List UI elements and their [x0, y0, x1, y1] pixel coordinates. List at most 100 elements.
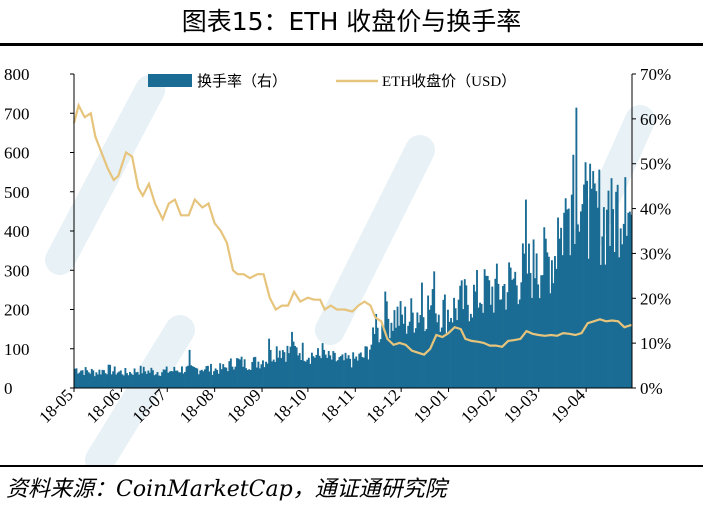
turnover-bar	[115, 374, 118, 388]
turnover-bar	[384, 291, 387, 388]
turnover-bar	[454, 308, 457, 388]
right-tick-label: 10%	[640, 334, 671, 353]
turnover-bar	[333, 352, 336, 388]
turnover-bar	[424, 331, 426, 388]
turnover-bar	[378, 342, 381, 388]
turnover-bar	[566, 209, 569, 388]
turnover-bar	[375, 313, 378, 388]
turnover-bar	[401, 314, 404, 388]
turnover-bar	[80, 370, 82, 388]
turnover-bar	[628, 211, 631, 388]
turnover-bar	[564, 198, 567, 388]
turnover-bar	[121, 374, 124, 388]
turnover-bar	[107, 364, 110, 388]
turnover-bar	[610, 178, 613, 388]
source-note: 资料来源：CoinMarketCap，通证通研究院	[6, 477, 447, 502]
turnover-bar	[330, 359, 333, 388]
turnover-bar	[298, 353, 301, 388]
turnover-bar	[162, 369, 165, 388]
turnover-bar	[346, 358, 348, 388]
turnover-bar	[145, 373, 148, 388]
x-tick-label: 18-09	[223, 385, 264, 426]
turnover-bar	[272, 359, 275, 388]
turnover-bar	[321, 343, 324, 388]
turnover-bar	[598, 169, 601, 388]
turnover-bar	[106, 374, 108, 388]
turnover-bar	[213, 371, 215, 388]
turnover-bar	[580, 211, 582, 388]
turnover-bar	[382, 330, 385, 388]
turnover-bar	[572, 154, 575, 388]
turnover-bar	[520, 282, 523, 388]
turnover-bar	[612, 209, 615, 388]
turnover-bar	[576, 224, 579, 388]
turnover-bar	[229, 358, 232, 388]
turnover-bar	[173, 366, 176, 388]
turnover-bar	[307, 357, 310, 388]
turnover-bar	[518, 299, 521, 388]
turnover-bar	[177, 372, 180, 388]
turnover-bar	[558, 238, 561, 388]
turnover-bar	[592, 171, 595, 388]
turnover-bar	[176, 370, 179, 388]
turnover-bar	[288, 353, 290, 388]
turnover-bar	[148, 372, 151, 388]
turnover-bar	[310, 352, 313, 388]
turnover-bar	[323, 349, 326, 388]
turnover-bar	[275, 346, 278, 388]
turnover-bar	[615, 191, 618, 388]
turnover-bar	[491, 286, 494, 388]
x-tick-label: 19-03	[500, 385, 541, 426]
turnover-bar	[544, 238, 547, 388]
turnover-bar	[168, 371, 171, 388]
turnover-bar	[191, 366, 194, 388]
turnover-bar	[437, 314, 440, 388]
turnover-bar	[353, 358, 356, 388]
turnover-bar	[291, 331, 293, 388]
turnover-bar	[350, 367, 353, 388]
turnover-bar	[388, 338, 391, 388]
turnover-bar	[595, 191, 598, 388]
eth-price-line	[72, 102, 632, 356]
turnover-bar	[329, 355, 332, 388]
turnover-bar	[535, 253, 538, 388]
turnover-bar	[142, 366, 145, 388]
turnover-bar	[208, 371, 211, 388]
turnover-bar	[471, 317, 474, 388]
turnover-bar	[110, 374, 113, 388]
turnover-bar	[479, 302, 481, 388]
turnover-bar	[300, 360, 303, 388]
turnover-bar	[468, 321, 471, 388]
turnover-bar	[185, 366, 188, 388]
turnover-bar	[482, 312, 485, 388]
turnover-bar	[499, 299, 501, 388]
right-tick-label: 0%	[640, 379, 663, 398]
watermark-stroke	[85, 315, 195, 465]
turnover-bar	[523, 253, 526, 388]
turnover-bar	[604, 264, 607, 388]
turnover-bar	[220, 369, 223, 388]
turnover-bar	[249, 370, 252, 388]
left-tick-label: 400	[4, 222, 30, 241]
watermark-stroke	[315, 135, 435, 345]
turnover-bar	[179, 372, 182, 388]
turnover-bar	[99, 374, 102, 388]
turnover-bar	[356, 360, 359, 388]
turnover-bar	[396, 306, 399, 388]
turnover-bar	[246, 370, 249, 388]
turnover-bar	[473, 284, 475, 388]
turnover-bar	[554, 256, 556, 388]
turnover-bar	[219, 363, 222, 388]
turnover-bar	[95, 372, 98, 388]
left-tick-label: 700	[4, 104, 30, 123]
legend-label-price: ETH收盘价（USD）	[382, 72, 516, 90]
turnover-bar	[546, 252, 549, 388]
turnover-bar	[210, 363, 212, 388]
turnover-bar	[583, 184, 585, 388]
turnover-bar	[440, 327, 443, 388]
turnover-bar	[228, 361, 231, 388]
turnover-bar	[584, 162, 587, 388]
turnover-bar	[619, 228, 622, 388]
turnover-bar	[541, 275, 544, 388]
turnover-bar	[589, 163, 592, 388]
